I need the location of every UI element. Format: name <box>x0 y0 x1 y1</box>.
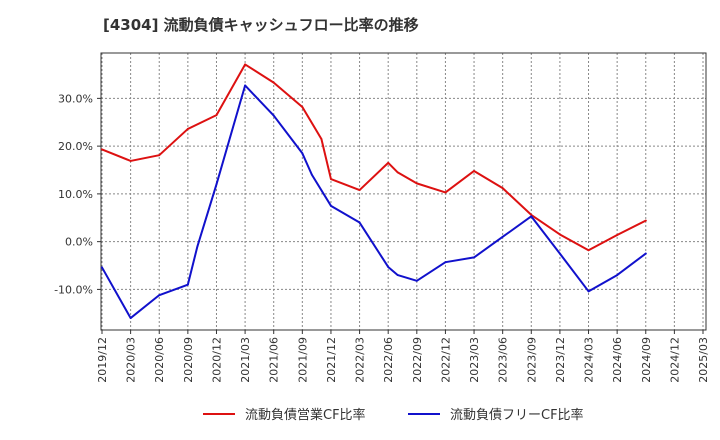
x-tick-label: 2024/09 <box>640 337 653 383</box>
x-tick-label: 2024/03 <box>583 337 596 383</box>
x-tick-label: 2024/06 <box>611 337 624 383</box>
data-point <box>310 173 313 176</box>
x-tick-label: 2019/12 <box>96 337 109 383</box>
data-point <box>272 114 275 117</box>
data-point <box>396 274 399 276</box>
data-point <box>101 266 103 269</box>
data-point <box>244 84 247 87</box>
x-tick-label: 2023/06 <box>497 337 510 383</box>
series-line-1 <box>101 63 647 252</box>
data-point <box>186 283 189 286</box>
data-point <box>301 106 304 108</box>
data-point <box>330 204 332 207</box>
x-tick-label: 2023/09 <box>525 337 538 383</box>
data-point <box>330 178 332 180</box>
data-point <box>272 81 275 84</box>
data-point <box>501 235 504 238</box>
x-tick-label: 2020/06 <box>153 337 166 383</box>
data-point <box>587 290 590 293</box>
x-tick-label: 2022/12 <box>439 337 452 383</box>
data-point <box>559 252 561 255</box>
x-tick-label: 2021/12 <box>325 337 338 383</box>
data-point <box>644 252 647 255</box>
data-point <box>215 114 218 116</box>
x-tick-label: 2021/09 <box>296 337 309 383</box>
data-point <box>616 234 619 236</box>
data-point <box>387 266 390 268</box>
data-point <box>196 245 199 248</box>
data-point <box>387 161 390 164</box>
data-point <box>530 215 533 218</box>
data-point <box>186 128 189 130</box>
x-tick-label: 2021/06 <box>268 337 281 383</box>
data-point <box>444 191 447 194</box>
data-point <box>129 317 132 319</box>
y-tick-label: 10.0% <box>58 188 93 201</box>
data-point <box>320 138 323 140</box>
data-point <box>559 233 561 236</box>
data-point <box>473 170 475 172</box>
y-axis-ticks: 30.0% 20.0% 10.0% 0.0% -10.0% <box>54 92 101 296</box>
legend: 流動負債営業CF比率 流動負債フリーCF比率 <box>203 407 584 423</box>
data-point <box>244 63 247 66</box>
data-point <box>101 148 103 151</box>
plot-frame <box>100 52 707 331</box>
legend-label-2: 流動負債フリーCF比率 <box>450 407 584 423</box>
data-point <box>358 221 361 224</box>
y-tick-label: 30.0% <box>58 92 93 105</box>
data-point <box>415 182 418 185</box>
data-point <box>644 219 647 222</box>
series-layer <box>101 63 647 320</box>
plot-area <box>101 53 706 330</box>
data-point <box>301 152 304 155</box>
data-point <box>530 214 533 216</box>
data-point <box>616 274 619 276</box>
x-tick-label: 2020/03 <box>125 337 138 383</box>
x-axis-ticks: 2019/12 2020/03 2020/06 2020/09 2020/12 2021/… <box>96 330 710 383</box>
data-point <box>215 183 218 186</box>
x-tick-label: 2022/03 <box>354 337 367 383</box>
data-point <box>396 171 399 174</box>
data-point <box>587 249 590 252</box>
x-tick-label: 2025/03 <box>697 337 710 383</box>
x-tick-label: 2020/09 <box>182 337 195 383</box>
data-point <box>358 189 361 191</box>
data-point <box>129 160 132 162</box>
legend-label-1: 流動負債営業CF比率 <box>245 407 366 423</box>
x-tick-label: 2021/03 <box>239 337 252 383</box>
data-point <box>473 256 475 259</box>
x-tick-label: 2022/06 <box>382 337 395 383</box>
x-tick-label: 2024/12 <box>668 337 681 383</box>
data-point <box>158 294 161 297</box>
x-tick-label: 2020/12 <box>210 337 223 383</box>
x-tick-label: 2023/03 <box>468 337 481 383</box>
x-tick-label: 2022/09 <box>411 337 424 383</box>
data-point <box>415 279 418 282</box>
data-point <box>158 154 161 157</box>
data-point <box>444 261 447 264</box>
y-tick-label: 20.0% <box>58 140 93 153</box>
y-tick-label: 0.0% <box>65 236 93 249</box>
chart-title: [4304] 流動負債キャッシュフロー比率の推移 <box>103 16 419 34</box>
data-point <box>501 187 504 190</box>
y-tick-label: -10.0% <box>54 283 93 296</box>
x-tick-label: 2023/12 <box>554 337 567 383</box>
